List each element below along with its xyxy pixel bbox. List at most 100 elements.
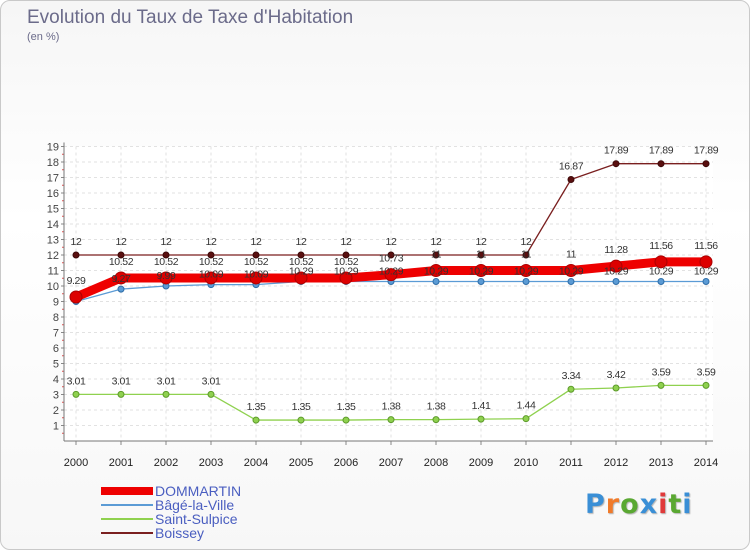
- data-point: [432, 416, 440, 424]
- x-tick-label: 2002: [154, 457, 178, 469]
- y-tick-label: 11: [48, 266, 59, 278]
- data-point: [609, 259, 623, 273]
- data-label: 10.29: [694, 266, 719, 278]
- data-label: 12: [386, 236, 397, 248]
- data-label: 1.38: [427, 401, 446, 413]
- data-label: 10.29: [424, 266, 449, 278]
- logo-letter: r: [605, 489, 621, 520]
- data-point: [429, 264, 443, 277]
- legend-label: Saint-Sulpice: [155, 511, 238, 527]
- x-tick-label: 2008: [424, 457, 448, 469]
- x-tick-label: 2009: [469, 457, 493, 469]
- data-point: [477, 278, 485, 286]
- y-tick-label: 14: [47, 219, 59, 231]
- data-label: 12: [431, 236, 442, 248]
- data-point: [249, 271, 263, 285]
- data-label: 11: [476, 249, 487, 261]
- legend: DOMMARTIN Bâgé-la-Ville Saint-Sulpice Boiss…: [101, 484, 241, 540]
- unit-label: (en %): [27, 31, 60, 43]
- data-label: 3.01: [67, 375, 86, 387]
- data-point: [519, 264, 533, 277]
- logo-letter: i: [658, 489, 669, 520]
- data-point: [342, 416, 350, 424]
- legend-swatch: [101, 518, 153, 520]
- data-label: 10.52: [109, 256, 134, 268]
- x-tick-label: 2011: [559, 457, 583, 469]
- logo-letter: P: [585, 489, 606, 520]
- data-label: 10.73: [379, 253, 404, 265]
- data-label: 11: [521, 249, 532, 261]
- data-point: [297, 251, 305, 259]
- data-label: 10.09: [199, 269, 224, 281]
- data-label: 3.01: [202, 375, 221, 387]
- x-tick-label: 2007: [379, 457, 403, 469]
- data-label: 17.89: [649, 145, 674, 157]
- y-tick-label: 16: [47, 188, 59, 200]
- y-tick-label: 9: [53, 297, 59, 309]
- data-label: 12: [206, 236, 217, 248]
- x-tick-label: 2005: [289, 457, 313, 469]
- data-label: 1.35: [247, 401, 266, 413]
- data-label: 1.38: [382, 401, 401, 413]
- legend-label: DOMMARTIN: [155, 483, 242, 499]
- data-point: [207, 390, 215, 398]
- data-point: [432, 278, 440, 286]
- data-point: [384, 268, 398, 282]
- data-label: 3.59: [697, 366, 716, 378]
- x-tick-label: 2003: [199, 457, 223, 469]
- data-label: 17.89: [694, 145, 719, 157]
- data-label: 10.29: [559, 266, 584, 278]
- data-point: [387, 416, 395, 424]
- legend-swatch: [101, 487, 153, 495]
- data-point: [567, 385, 575, 393]
- y-tick-label: 3: [53, 390, 59, 402]
- data-point: [204, 271, 218, 285]
- logo-letter: i: [682, 489, 693, 520]
- x-tick-label: 2014: [694, 457, 718, 469]
- logo-letter: x: [639, 489, 659, 520]
- chart-title: Evolution du Taux de Taxe d'Habitation: [27, 7, 354, 28]
- data-point: [117, 251, 125, 259]
- data-point: [252, 251, 260, 259]
- x-tick-label: 2013: [649, 457, 673, 469]
- data-label: 10.52: [244, 256, 269, 268]
- data-label: 12: [161, 236, 172, 248]
- data-label: 9.27: [112, 273, 131, 285]
- data-point: [657, 381, 665, 389]
- data-point: [612, 278, 620, 286]
- data-point: [117, 390, 125, 398]
- data-label: 1.44: [517, 400, 536, 412]
- legend-item: DOMMARTIN: [101, 484, 241, 498]
- data-label: 12: [71, 236, 82, 248]
- data-point: [474, 264, 488, 277]
- data-point: [567, 278, 575, 286]
- logo-letter: o: [620, 489, 640, 520]
- data-point: [522, 251, 530, 259]
- x-tick-label: 2004: [244, 457, 268, 469]
- y-tick-label: 6: [53, 343, 59, 355]
- data-point: [117, 285, 125, 293]
- y-tick-label: 7: [53, 328, 59, 340]
- y-tick-label: 4: [53, 374, 59, 386]
- data-label: 10.29: [649, 266, 674, 278]
- data-label: 17.89: [604, 145, 629, 157]
- y-tick-label: 5: [53, 359, 59, 371]
- data-label: 12: [476, 236, 487, 248]
- data-label: 10.29: [334, 266, 359, 278]
- data-label: 10.52: [289, 256, 314, 268]
- x-tick-label: 2010: [514, 457, 538, 469]
- data-point: [702, 381, 710, 389]
- data-label: 1.41: [472, 400, 491, 412]
- data-point: [297, 416, 305, 424]
- data-point: [432, 251, 440, 259]
- legend-swatch: [101, 504, 153, 506]
- data-point: [159, 271, 173, 285]
- data-point: [702, 278, 710, 286]
- data-label: 12: [116, 236, 127, 248]
- y-tick-label: 13: [47, 235, 59, 247]
- data-point: [342, 251, 350, 259]
- data-point: [207, 251, 215, 259]
- data-point: [387, 251, 395, 259]
